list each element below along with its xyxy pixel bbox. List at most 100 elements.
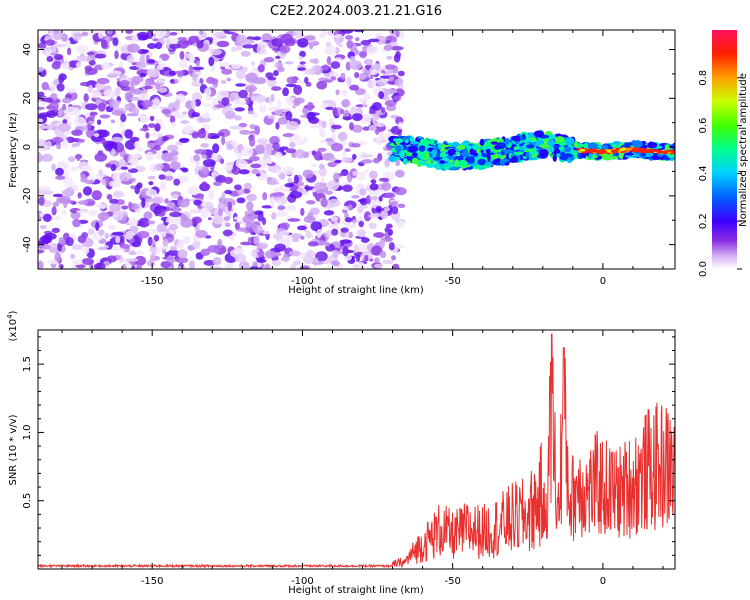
noise-blob [298,55,303,60]
noise-blob [206,95,212,101]
noise-blob [134,255,146,266]
noise-blob [160,261,171,269]
noise-blob [169,211,182,218]
noise-blob [207,217,212,221]
noise-blob [273,192,285,197]
noise-blob [38,106,45,111]
signal-blob [501,154,507,159]
noise-blob [246,193,257,202]
noise-blob [211,97,217,106]
noise-blob [137,98,145,109]
noise-blob [351,124,363,133]
noise-blob [172,206,180,213]
noise-blob [277,205,286,211]
noise-blob [351,195,360,199]
x-tick-label: -150 [141,576,164,587]
signal-blob [493,154,499,158]
noise-blob [136,230,150,239]
noise-blob [178,59,188,68]
snr-series-line [38,333,675,569]
noise-blob [375,205,383,213]
noise-blob [96,203,109,209]
noise-blob [224,207,230,216]
signal-blob [402,157,408,165]
noise-blob [355,186,360,197]
noise-blob [317,147,327,152]
noise-blob [63,106,77,116]
noise-blob [331,133,337,141]
noise-blob [38,196,45,206]
noise-blob [167,102,180,112]
noise-blob [279,230,290,236]
noise-blob [216,40,230,48]
noise-blob [195,60,201,67]
noise-blob [372,79,377,89]
noise-blob [77,200,89,205]
noise-blob [267,76,277,81]
noise-blob [365,195,371,205]
signal-blob [418,145,426,152]
noise-blob [251,168,260,175]
noise-blob [200,207,210,218]
signal-blob [425,162,435,168]
noise-blob [293,174,299,184]
noise-blob [351,219,359,223]
x-tick-label: -100 [291,576,314,587]
noise-blob [271,212,277,220]
noise-blob [201,166,210,175]
signal-peak-blob [589,149,594,153]
noise-blob [114,87,121,97]
noise-blob [190,99,197,109]
noise-blob [158,174,166,180]
signal-peak-blob [579,148,586,152]
noise-blob [332,249,339,259]
signal-peak-blob [625,147,633,151]
noise-blob [209,266,223,269]
noise-blob [385,133,394,137]
noise-blob [348,204,353,209]
signal-blob [479,138,485,146]
signal-blob [647,141,658,149]
signal-blob [672,142,675,151]
noise-blob [309,43,314,50]
noise-blob [169,43,181,49]
noise-blob [265,157,273,165]
noise-blob [263,56,275,63]
noise-blob [173,215,182,225]
noise-blob [80,176,88,183]
signal-blob [556,153,561,157]
noise-blob [72,218,81,228]
noise-blob [81,31,89,37]
noise-blob [208,56,215,67]
noise-blob [78,219,89,224]
noise-blob [120,244,131,249]
noise-blob [361,154,374,158]
noise-blob [195,230,208,238]
noise-blob [48,244,60,248]
noise-blob [363,58,373,66]
noise-blob [245,222,253,228]
signal-blob [538,144,550,148]
noise-blob [97,212,110,221]
noise-blob [275,122,280,130]
noise-blob [234,115,242,121]
noise-blob [52,30,64,41]
noise-blob [181,111,187,115]
noise-blob [64,187,75,197]
noise-blob [393,95,402,102]
noise-blob [165,218,172,223]
noise-blob [254,94,266,102]
noise-blob [358,98,365,103]
noise-blob [197,128,207,139]
noise-blob [87,122,92,130]
noise-blob [73,107,81,117]
signal-blob [490,141,499,145]
noise-blob [333,172,340,181]
noise-blob [151,197,164,204]
noise-blob [257,242,268,249]
signal-blob [443,163,455,168]
noise-blob [109,203,121,213]
noise-blob [344,148,351,152]
noise-blob [194,149,207,155]
signal-blob [521,133,526,140]
